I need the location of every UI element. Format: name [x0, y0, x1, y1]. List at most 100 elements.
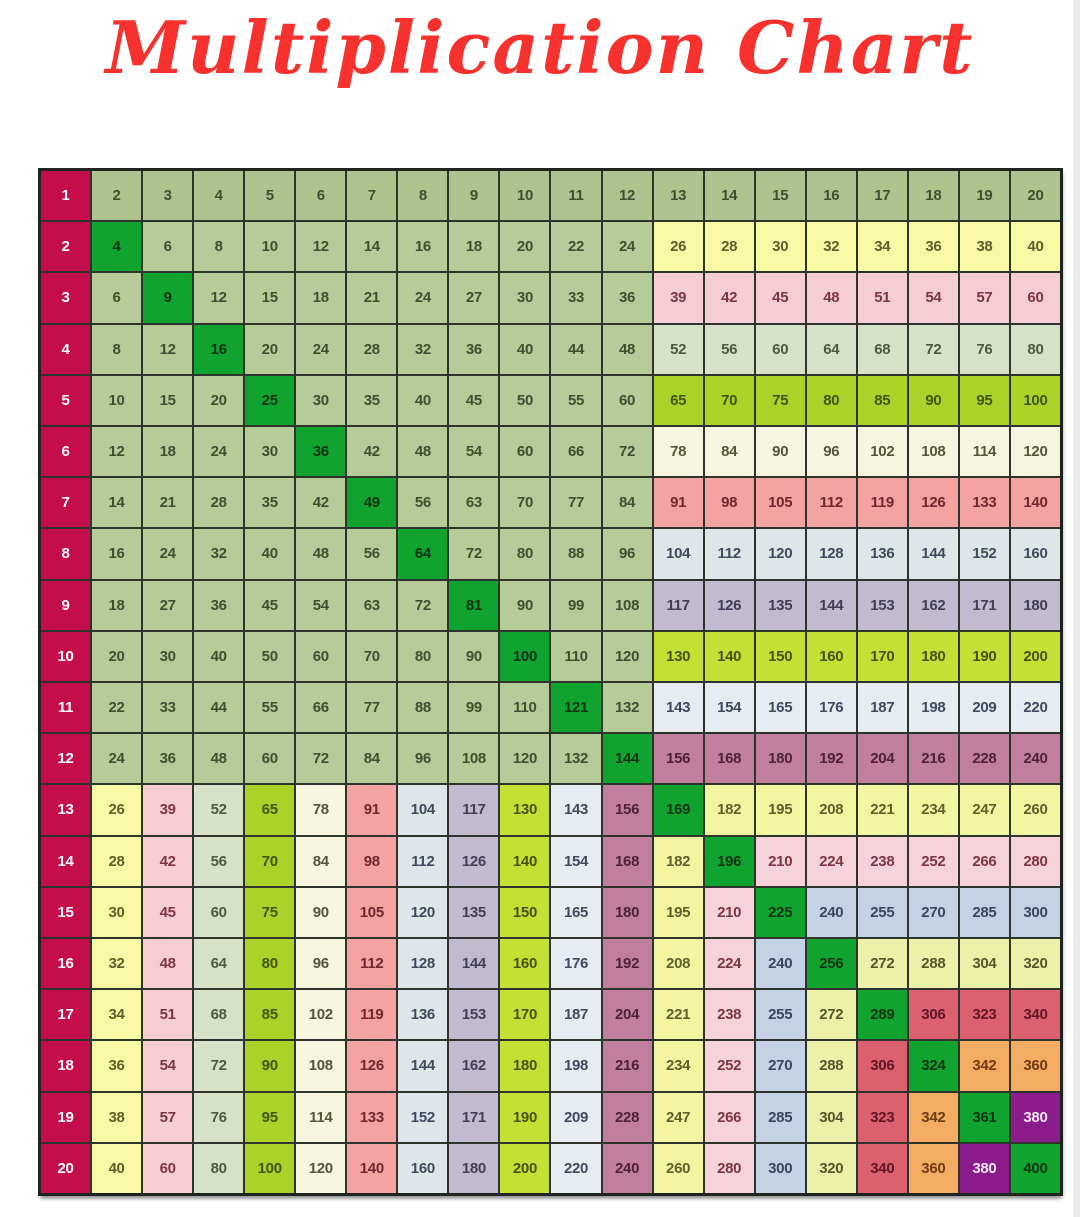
product-cell: 35	[347, 375, 397, 425]
product-cell: 216	[602, 1041, 652, 1091]
product-cell: 260	[1010, 785, 1060, 835]
product-cell: 266	[704, 1092, 754, 1142]
product-cell: 342	[959, 1041, 1009, 1091]
product-cell: 77	[347, 683, 397, 733]
product-cell: 200	[500, 1143, 550, 1193]
product-cell: 228	[602, 1092, 652, 1142]
product-cell: 10	[500, 171, 550, 221]
product-cell: 20	[92, 631, 142, 681]
product-cell: 52	[653, 324, 703, 374]
product-cell: 10	[245, 222, 295, 272]
product-cell: 204	[602, 990, 652, 1040]
product-cell: 360	[908, 1143, 958, 1193]
product-cell: 27	[143, 580, 193, 630]
product-cell: 90	[449, 631, 499, 681]
product-cell: 100	[245, 1143, 295, 1193]
product-cell: 12	[296, 222, 346, 272]
product-cell: 9	[143, 273, 193, 323]
product-cell: 75	[755, 375, 805, 425]
product-cell: 24	[296, 324, 346, 374]
product-cell: 72	[296, 734, 346, 784]
product-cell: 120	[755, 529, 805, 579]
product-cell: 108	[602, 580, 652, 630]
product-cell: 48	[398, 427, 448, 477]
product-cell: 80	[245, 939, 295, 989]
product-cell: 30	[755, 222, 805, 272]
product-cell: 96	[806, 427, 856, 477]
product-cell: 182	[653, 836, 703, 886]
product-cell: 72	[449, 529, 499, 579]
product-cell: 6	[296, 171, 346, 221]
product-cell: 20	[500, 222, 550, 272]
product-cell: 114	[296, 1092, 346, 1142]
product-cell: 306	[908, 990, 958, 1040]
product-cell: 176	[806, 683, 856, 733]
product-cell: 120	[1010, 427, 1060, 477]
product-cell: 160	[806, 631, 856, 681]
product-cell: 133	[347, 1092, 397, 1142]
product-cell: 78	[296, 785, 346, 835]
product-cell: 60	[1010, 273, 1060, 323]
product-cell: 34	[857, 222, 907, 272]
product-cell: 187	[551, 990, 601, 1040]
product-cell: 85	[245, 990, 295, 1040]
product-cell: 60	[755, 324, 805, 374]
product-cell: 54	[449, 427, 499, 477]
product-cell: 112	[806, 478, 856, 528]
product-cell: 95	[959, 375, 1009, 425]
product-cell: 51	[857, 273, 907, 323]
product-cell: 108	[908, 427, 958, 477]
product-cell: 45	[245, 580, 295, 630]
product-cell: 285	[755, 1092, 805, 1142]
product-cell: 100	[1010, 375, 1060, 425]
product-cell: 80	[806, 375, 856, 425]
product-cell: 40	[1010, 222, 1060, 272]
product-cell: 9	[449, 171, 499, 221]
product-cell: 20	[1010, 171, 1060, 221]
product-cell: 252	[908, 836, 958, 886]
product-cell: 56	[194, 836, 244, 886]
product-cell: 112	[398, 836, 448, 886]
product-cell: 54	[908, 273, 958, 323]
product-cell: 39	[653, 273, 703, 323]
product-cell: 18	[92, 580, 142, 630]
product-cell: 210	[755, 836, 805, 886]
product-cell: 30	[143, 631, 193, 681]
product-cell: 40	[245, 529, 295, 579]
row-label-cell: 12	[41, 734, 91, 784]
product-cell: 300	[755, 1143, 805, 1193]
row-label-cell: 17	[41, 990, 91, 1040]
row-label-cell: 11	[41, 683, 91, 733]
product-cell: 50	[245, 631, 295, 681]
product-cell: 90	[296, 887, 346, 937]
product-cell: 35	[245, 478, 295, 528]
product-cell: 135	[449, 887, 499, 937]
product-cell: 14	[347, 222, 397, 272]
product-cell: 91	[653, 478, 703, 528]
product-cell: 192	[806, 734, 856, 784]
product-cell: 180	[449, 1143, 499, 1193]
product-cell: 176	[551, 939, 601, 989]
product-cell: 180	[755, 734, 805, 784]
product-cell: 170	[500, 990, 550, 1040]
product-cell: 15	[245, 273, 295, 323]
product-cell: 8	[92, 324, 142, 374]
product-cell: 220	[551, 1143, 601, 1193]
product-cell: 120	[398, 887, 448, 937]
product-cell: 114	[959, 427, 1009, 477]
product-cell: 180	[908, 631, 958, 681]
product-cell: 170	[857, 631, 907, 681]
product-cell: 12	[194, 273, 244, 323]
product-cell: 168	[602, 836, 652, 886]
product-cell: 208	[653, 939, 703, 989]
product-cell: 72	[398, 580, 448, 630]
product-cell: 182	[704, 785, 754, 835]
product-cell: 36	[92, 1041, 142, 1091]
product-cell: 128	[398, 939, 448, 989]
product-cell: 76	[959, 324, 1009, 374]
product-cell: 15	[755, 171, 805, 221]
product-cell: 112	[704, 529, 754, 579]
product-cell: 28	[92, 836, 142, 886]
product-cell: 240	[1010, 734, 1060, 784]
